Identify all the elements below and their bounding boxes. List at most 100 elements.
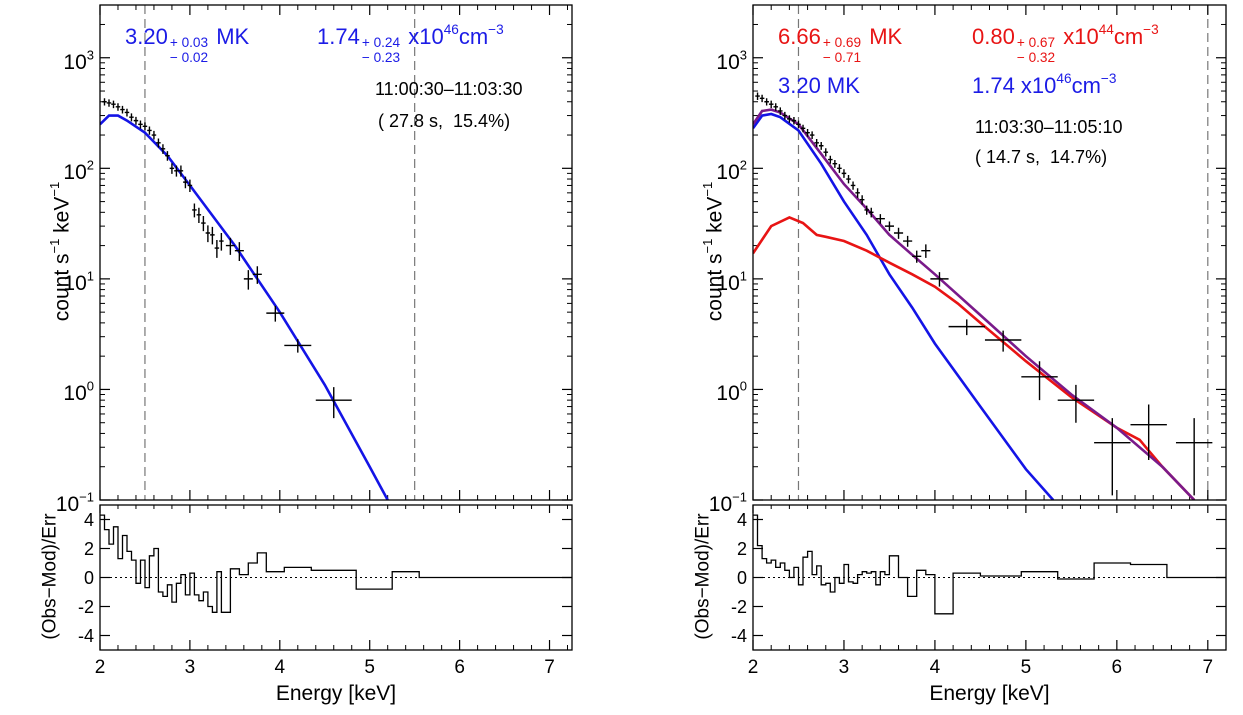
data-point <box>855 188 860 198</box>
model-curve <box>753 112 1055 500</box>
plot-frame <box>99 4 573 501</box>
tick-text: 10 <box>63 50 87 74</box>
tick-text: 0 <box>736 567 747 588</box>
text: keV <box>50 196 74 239</box>
data-point <box>142 122 148 131</box>
label-text: (Obs−Mod)/Err <box>39 512 61 640</box>
data-point <box>192 203 197 218</box>
y-tick-label: 100 <box>40 380 94 406</box>
x-tick-label: 4 <box>260 658 300 677</box>
data-point <box>773 103 779 111</box>
tick-exponent: −1 <box>79 489 94 505</box>
residual-y-tick-label: -2 <box>713 598 747 616</box>
uncertainty: + 0.69− 0.71 <box>823 36 861 65</box>
data-point <box>884 221 894 232</box>
x-tick-label: 2 <box>733 658 773 677</box>
tick-text: 4 <box>274 657 286 678</box>
tick-text: 10 <box>716 382 740 406</box>
data-point <box>1094 418 1131 496</box>
y-tick-label: 10−1 <box>693 490 747 515</box>
residual-y-tick-label: -2 <box>60 598 94 616</box>
tick-text: 7 <box>1202 657 1214 678</box>
x-tick-label: 7 <box>530 658 570 677</box>
tick-exponent: 0 <box>739 378 747 394</box>
annotation: 11:00:30–11:03:30 <box>375 80 522 98</box>
annotation: 1.74 + 0.24− 0.23 x1046cm−3 <box>317 22 504 65</box>
data-point <box>893 227 904 239</box>
tick-text: 10 <box>55 493 80 516</box>
tick-exponent: 3 <box>86 47 94 62</box>
data-point <box>868 207 874 218</box>
minus-error: − 0.32 <box>1016 49 1056 65</box>
data-point <box>138 120 143 129</box>
data-point <box>805 128 810 137</box>
tick-exponent: 0 <box>86 378 94 394</box>
minus-error: − 0.02 <box>169 49 209 65</box>
x-tick-label: 3 <box>824 658 864 677</box>
residual-y-tick-label: 0 <box>60 569 94 587</box>
data-point <box>165 151 170 161</box>
data-point <box>1175 418 1213 496</box>
data-point <box>755 92 760 100</box>
tick-text: 3 <box>838 657 850 678</box>
tick-text: 6 <box>454 657 465 678</box>
tick-text: 10 <box>63 382 87 406</box>
text: MK <box>210 24 250 49</box>
tick-text: 10 <box>716 50 740 74</box>
data-point <box>930 272 949 287</box>
y-tick-label: 101 <box>40 269 94 295</box>
data-point <box>984 330 1022 352</box>
superscript: 46 <box>1056 70 1072 86</box>
x-axis-label: Energy [keV] <box>100 683 572 704</box>
data-point <box>796 120 801 129</box>
tick-text: 5 <box>1020 657 1032 678</box>
x-tick-label: 4 <box>915 658 955 677</box>
data-point <box>102 98 107 106</box>
data-point <box>818 141 824 150</box>
residual-y-tick-label: 4 <box>713 511 747 529</box>
data-point <box>115 103 121 111</box>
data-point <box>106 99 112 107</box>
residual-steps <box>100 514 572 613</box>
superscript: −3 <box>1143 21 1159 37</box>
text: 1.74 x10 <box>972 73 1057 98</box>
data-point <box>903 235 913 247</box>
tick-text: -4 <box>730 625 747 646</box>
data-point <box>252 266 262 284</box>
tick-text: 3 <box>184 657 196 678</box>
text: cm <box>458 24 489 49</box>
data-point <box>160 144 166 154</box>
text: 0.80 <box>972 24 1015 49</box>
residual-y-tick-label: 2 <box>60 540 94 558</box>
data-point <box>243 270 253 290</box>
data-point <box>129 113 134 122</box>
data-point <box>841 169 847 178</box>
tick-text: 10 <box>63 271 87 295</box>
label-text: (Obs−Mod)/Err <box>692 512 714 640</box>
data-point <box>921 244 931 258</box>
y-tick-label: 103 <box>693 48 747 74</box>
superscript: 46 <box>443 21 459 37</box>
data-point <box>846 175 851 184</box>
y-tick-label: 103 <box>40 48 94 74</box>
data-point <box>156 138 161 148</box>
plus-error: + 0.03 <box>169 35 209 51</box>
data-point <box>864 205 869 215</box>
text: 1.74 <box>317 24 360 49</box>
data-point <box>787 115 792 123</box>
tick-text: 5 <box>364 657 375 678</box>
superscript: −1 <box>699 238 715 253</box>
text: 11:00:30–11:03:30 <box>375 79 523 99</box>
tick-text: 2 <box>747 657 759 678</box>
data-point <box>837 164 842 173</box>
superscript: 44 <box>1098 21 1114 37</box>
data-point <box>948 319 985 336</box>
annotation: ( 14.7 s, 14.7%) <box>975 148 1107 166</box>
text: x10 <box>1057 24 1099 49</box>
plus-error: + 0.67 <box>1016 35 1056 51</box>
residual-axis-label: (Obs−Mod)/Err <box>39 476 61 676</box>
data-point <box>266 305 285 322</box>
data-point <box>219 232 224 251</box>
data-point <box>205 225 211 243</box>
data-point <box>178 165 184 177</box>
